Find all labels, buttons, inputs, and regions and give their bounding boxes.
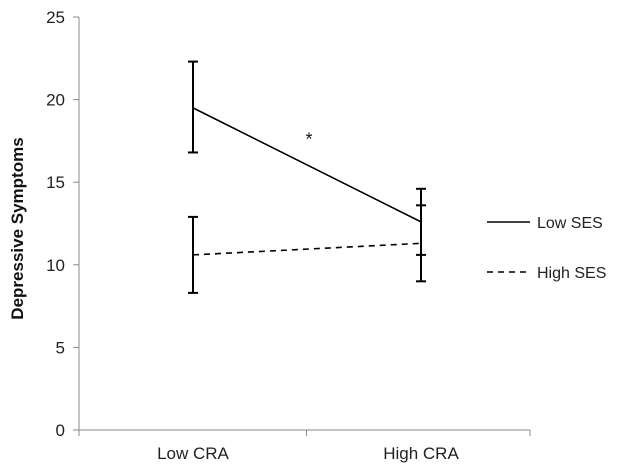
legend-item: Low SES: [487, 215, 603, 232]
y-tick-label: 20: [46, 91, 65, 110]
y-tick-labels: 0 5 10 15 20 25: [46, 8, 65, 440]
x-category-label: Low CRA: [157, 444, 229, 463]
y-axis-label: Depressive Symptoms: [8, 137, 27, 319]
annotation-asterisk: *: [305, 130, 312, 150]
x-category-label: High CRA: [383, 444, 459, 463]
series-line: [192, 242, 422, 256]
legend: Low SES High SES: [487, 215, 606, 282]
y-tick-label: 15: [46, 173, 65, 192]
y-tick-label: 10: [46, 256, 65, 275]
legend-item: High SES: [487, 265, 606, 282]
series-line: [192, 107, 422, 223]
series-layer: [188, 60, 426, 294]
axes: [73, 16, 531, 436]
y-tick-label: 5: [56, 338, 65, 357]
y-tick-label: 25: [46, 8, 65, 27]
x-category-labels: Low CRA High CRA: [157, 444, 459, 463]
series-low-ses: [188, 60, 426, 256]
legend-label: Low SES: [537, 215, 603, 232]
series-high-ses: [188, 204, 426, 294]
y-tick-label: 0: [56, 421, 65, 440]
legend-label: High SES: [537, 265, 606, 282]
annotations: *: [305, 130, 312, 150]
